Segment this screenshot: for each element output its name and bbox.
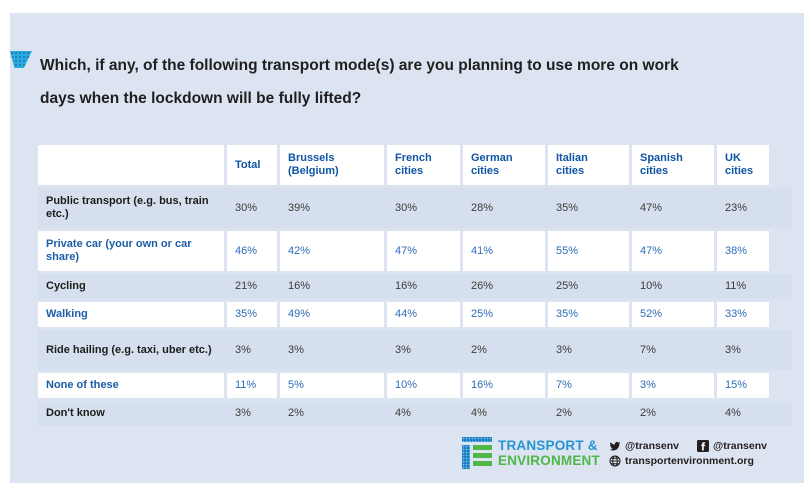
cell-value: 2% <box>471 343 487 356</box>
table-row: None of these 11% 5% 10% 16% 7% 3% 15% <box>38 373 792 398</box>
row-label: Ride hailing (e.g. taxi, uber etc.) <box>46 343 212 356</box>
cell-value: 4% <box>395 407 411 419</box>
social-row-2: transportenvironment.org <box>609 453 767 468</box>
cell-value: 16% <box>463 373 545 398</box>
cell-value: 26% <box>471 280 494 292</box>
content-panel: Which, if any, of the following transpor… <box>10 13 804 483</box>
row-label: Cycling <box>46 280 86 292</box>
row-label: None of these <box>38 373 224 398</box>
cell-value: 3% <box>395 343 411 356</box>
globe-icon <box>609 455 621 467</box>
cell-value: 30% <box>235 201 258 214</box>
column-header: Spanish cities <box>632 145 714 185</box>
twitter-icon <box>609 440 621 452</box>
cell-value: 30% <box>395 201 418 214</box>
column-header: Brussels (Belgium) <box>280 145 384 185</box>
cell-value: 4% <box>471 407 487 419</box>
question-title-line1: Which, if any, of the following transpor… <box>40 57 679 74</box>
title-accent-marker <box>10 51 32 68</box>
table-row: Public transport (e.g. bus, train etc.) 3… <box>38 188 792 228</box>
row-label: Walking <box>38 302 224 327</box>
row-label: Don't know <box>46 407 105 419</box>
cell-value: 44% <box>387 302 460 327</box>
cell-value: 47% <box>387 231 460 271</box>
cell-value: 35% <box>227 302 277 327</box>
cell-value: 3% <box>556 343 572 356</box>
question-title-line2: days when the lockdown will be fully lif… <box>40 90 362 107</box>
cell-value: 15% <box>717 373 769 398</box>
column-header: Italian cities <box>548 145 629 185</box>
cell-value: 23% <box>725 201 748 214</box>
cell-value: 35% <box>556 201 579 214</box>
logo-environment-text: ENVIRONMENT <box>498 453 600 468</box>
cell-value: 3% <box>235 343 251 356</box>
cell-value: 21% <box>235 280 258 292</box>
cell-value: 11% <box>725 280 747 292</box>
footer: TRANSPORT & ENVIRONMENT @transenv @trans… <box>462 437 767 469</box>
table-row: Private car (your own or car share) 46% 42… <box>38 231 792 271</box>
column-header: Total <box>227 145 277 185</box>
cell-value: 3% <box>235 407 251 419</box>
te-logo: TRANSPORT & ENVIRONMENT <box>462 437 600 469</box>
cell-value: 10% <box>640 280 663 292</box>
cell-value: 5% <box>280 373 384 398</box>
column-header: French cities <box>387 145 460 185</box>
table-row: Don't know 3% 2% 4% 4% 2% 2% 4% <box>38 401 792 426</box>
column-header: German cities <box>463 145 545 185</box>
cell-value: 33% <box>717 302 769 327</box>
social-links: @transenv @transenv transportenvironment… <box>609 437 767 468</box>
cell-value: 2% <box>556 407 572 419</box>
cell-value: 41% <box>463 231 545 271</box>
cell-value: 4% <box>725 407 741 419</box>
cell-value: 3% <box>725 343 741 356</box>
cell-value: 7% <box>548 373 629 398</box>
facebook-icon <box>696 439 709 452</box>
cell-value: 28% <box>471 201 494 214</box>
cell-value: 16% <box>395 280 418 292</box>
social-row-1: @transenv @transenv <box>609 438 767 453</box>
cell-value: 42% <box>280 231 384 271</box>
cell-value: 3% <box>288 343 304 356</box>
cell-value: 2% <box>640 407 656 419</box>
te-logo-mark-icon <box>462 437 492 469</box>
cell-value: 49% <box>280 302 384 327</box>
cell-value: 10% <box>387 373 460 398</box>
cell-value: 46% <box>227 231 277 271</box>
header-corner-cell <box>38 145 224 185</box>
cell-value: 35% <box>548 302 629 327</box>
facebook-handle: @transenv <box>712 439 767 452</box>
results-table: Total Brussels (Belgium) French cities Germ… <box>38 145 792 429</box>
cell-value: 39% <box>288 201 311 214</box>
cell-value: 7% <box>640 343 656 356</box>
cell-value: 25% <box>556 280 579 292</box>
cell-value: 2% <box>288 407 304 419</box>
website-url: transportenvironment.org <box>624 454 754 467</box>
column-header: UK cities <box>717 145 769 185</box>
te-logo-wordmark: TRANSPORT & ENVIRONMENT <box>498 437 600 468</box>
cell-value: 25% <box>463 302 545 327</box>
row-label: Public transport (e.g. bus, train etc.) <box>46 195 209 220</box>
cell-value: 47% <box>640 201 663 214</box>
row-label: Private car (your own or car share) <box>38 231 224 271</box>
table-header-row: Total Brussels (Belgium) French cities Germ… <box>38 145 792 185</box>
table-row: Walking 35% 49% 44% 25% 35% 52% 33% <box>38 302 792 327</box>
question-title: Which, if any, of the following transpor… <box>40 49 782 115</box>
cell-value: 16% <box>288 280 311 292</box>
cell-value: 11% <box>227 373 277 398</box>
logo-transport-text: TRANSPORT & <box>498 438 598 453</box>
cell-value: 3% <box>632 373 714 398</box>
table-row: Cycling 21% 16% 16% 26% 25% 10% 11% <box>38 274 792 299</box>
table-row: Ride hailing (e.g. taxi, uber etc.) 3% 3% 3… <box>38 330 792 370</box>
cell-value: 47% <box>632 231 714 271</box>
cell-value: 55% <box>548 231 629 271</box>
cell-value: 38% <box>717 231 769 271</box>
twitter-handle: @transenv <box>624 439 679 452</box>
cell-value: 52% <box>632 302 714 327</box>
